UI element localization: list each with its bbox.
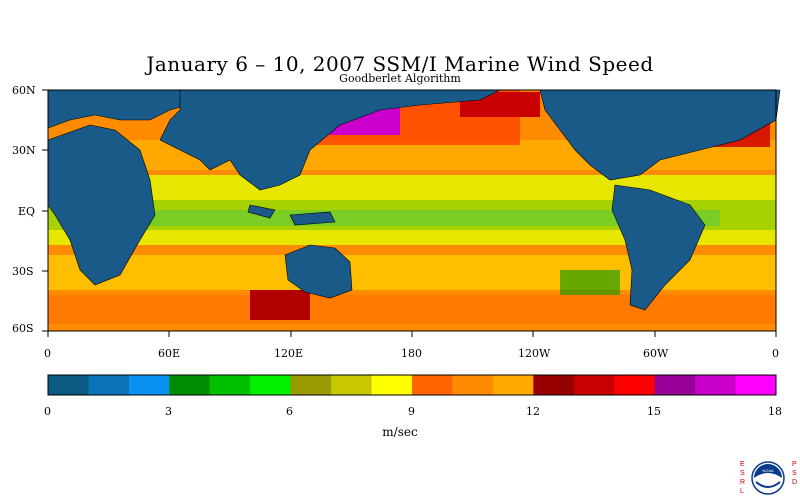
- colorbar-tick: 15: [647, 405, 661, 418]
- colorbar-swatch: [492, 375, 534, 395]
- svg-text:R: R: [740, 479, 745, 486]
- colorbar-swatch: [331, 375, 373, 395]
- esrl-text: E: [740, 461, 745, 468]
- lon-label-120e: 120E: [274, 347, 304, 360]
- colorbar-tick: 0: [44, 405, 51, 418]
- colorbar-swatch: [614, 375, 656, 395]
- colorbar-swatch: [48, 375, 89, 395]
- colorbar-swatch: [533, 375, 575, 395]
- colorbar-swatch: [452, 375, 494, 395]
- colorbar-tick: 3: [165, 405, 172, 418]
- noaa-logo: E S R L NOAA P S D: [740, 461, 797, 495]
- colorbar-units: m/sec: [382, 425, 418, 439]
- colorbar-swatch: [88, 375, 130, 395]
- colorbar-swatch: [654, 375, 696, 395]
- svg-text:S: S: [792, 470, 797, 477]
- lat-label-30s: 30S: [12, 265, 34, 278]
- lon-label-60e: 60E: [158, 347, 181, 360]
- colorbar-swatch: [735, 375, 777, 395]
- colorbar-swatch: [209, 375, 251, 395]
- lat-label-60s: 60S: [12, 322, 34, 335]
- lon-label-0-end: 0: [772, 347, 779, 360]
- colorbar-tick: 18: [768, 405, 782, 418]
- colorbar-tick: 9: [408, 405, 415, 418]
- map-panel: [47, 89, 781, 332]
- lat-label-30n: 30N: [12, 144, 36, 157]
- lat-label-60n: 60N: [12, 84, 36, 97]
- noaa-text: NOAA: [762, 468, 774, 473]
- map-title: January 6 – 10, 2007 SSM/I Marine Wind S…: [146, 52, 654, 76]
- colorbar-swatch: [169, 375, 211, 395]
- colorbar-swatch: [695, 375, 737, 395]
- lon-label-180: 180: [401, 347, 422, 360]
- lat-label-eq: EQ: [18, 205, 36, 218]
- svg-text:D: D: [792, 479, 797, 486]
- land-masses: [47, 89, 781, 331]
- lat-ticks: [42, 89, 48, 332]
- lon-label-0: 0: [44, 347, 51, 360]
- colorbar-swatch: [371, 375, 413, 395]
- colorbar-swatch: [573, 375, 615, 395]
- colorbar-swatch: [412, 375, 453, 395]
- lon-ticks: [47, 331, 777, 337]
- svg-text:S: S: [740, 470, 745, 477]
- lon-label-120w: 120W: [518, 347, 551, 360]
- colorbar-swatch: [290, 375, 332, 395]
- svg-text:L: L: [740, 488, 744, 495]
- map-subtitle: Goodberlet Algorithm: [339, 72, 461, 85]
- colorbar-swatch: [128, 375, 170, 395]
- psd-text: P: [792, 461, 797, 468]
- colorbar-tick: 6: [286, 405, 293, 418]
- colorbar-swatch: [250, 375, 292, 395]
- colorbar-tick: 12: [526, 405, 540, 418]
- colorbar: [48, 375, 777, 395]
- lon-label-60w: 60W: [643, 347, 669, 360]
